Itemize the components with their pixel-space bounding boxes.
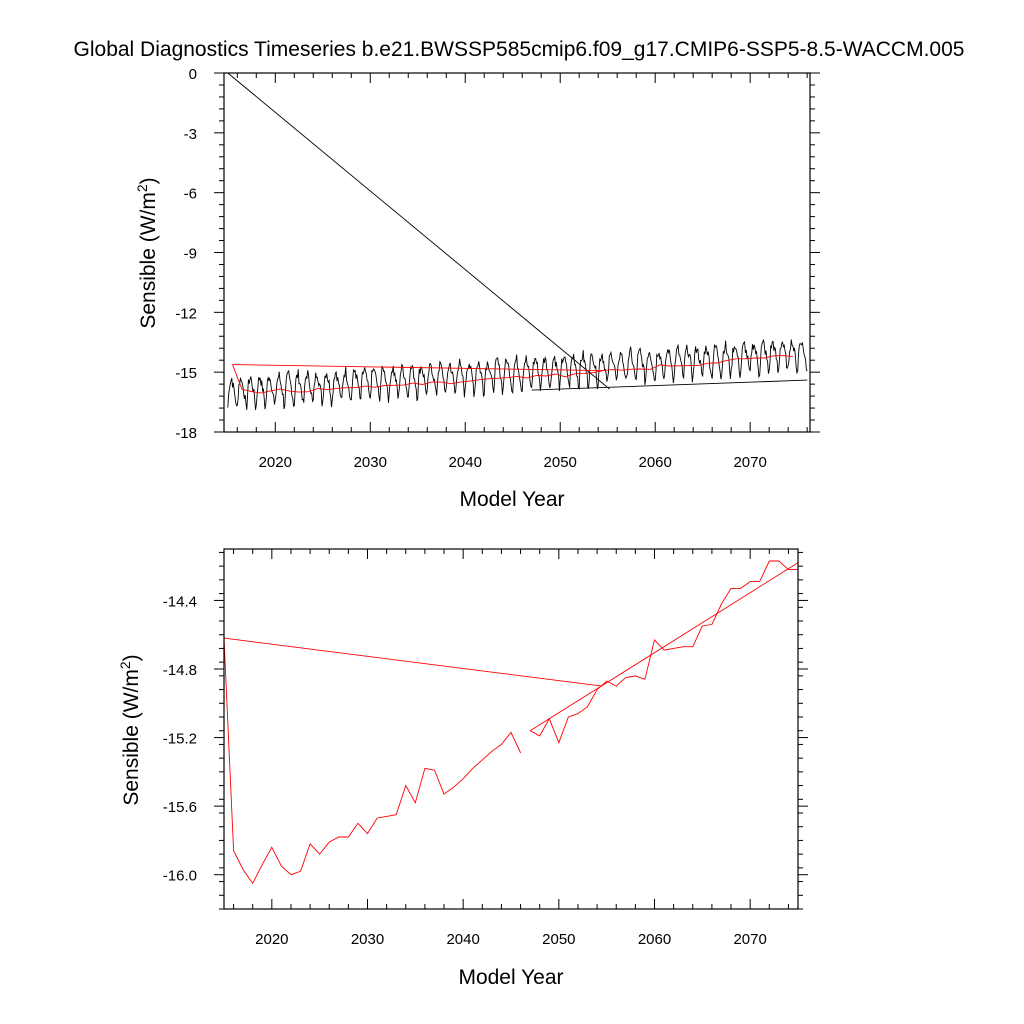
x-tick-label: 2060	[638, 931, 671, 948]
y-tick-label: -14.4	[163, 593, 197, 610]
series-annual-segment-A	[223, 638, 522, 885]
bottom-ticks	[214, 549, 808, 910]
x-tick-label: 2020	[255, 931, 288, 948]
x-tick-label: 2070	[733, 931, 766, 948]
y-tick-label: -3	[184, 126, 197, 143]
x-tick-label: 2030	[354, 454, 387, 471]
bottom-y-axis-title-superscript: 2	[117, 661, 133, 669]
x-tick-label: 2050	[544, 454, 577, 471]
top-series	[227, 72, 808, 410]
series-monthly	[227, 338, 808, 410]
series-annual-wrap-around	[223, 637, 602, 687]
y-tick-label: -16.0	[163, 868, 197, 885]
top-ticks	[214, 72, 820, 433]
bottom-y-axis-title-main: Sensible (W/m	[120, 669, 143, 806]
x-tick-label: 2040	[446, 931, 479, 948]
top-y-axis-title-close: )	[137, 177, 160, 184]
x-tick-label: 2040	[449, 454, 482, 471]
y-tick-label: -18	[175, 425, 197, 442]
top-y-axis-title-superscript: 2	[134, 184, 150, 192]
x-tick-label: 2030	[351, 931, 384, 948]
y-tick-label: -12	[175, 305, 197, 322]
series-linear-trend	[529, 562, 799, 732]
bottom-series	[223, 560, 799, 885]
y-tick-label: -14.8	[163, 662, 197, 679]
series-annual-wrap-around	[232, 364, 604, 372]
x-tick-label: 2070	[733, 454, 766, 471]
y-tick-label: -15.6	[163, 799, 197, 816]
x-tick-label: 2050	[542, 931, 575, 948]
top-tick-labels: 2020 2030 2040 2050 2060 2070 0 -3 -6 -9 -12 -15 -18	[175, 66, 767, 471]
series-monthly-wrap-around	[227, 72, 610, 390]
bottom-plot-frame	[223, 548, 799, 910]
bottom-x-axis-title: Model Year	[458, 966, 563, 989]
x-tick-label: 2060	[639, 454, 672, 471]
top-y-axis-title: Sensible (W/m2)	[134, 177, 160, 328]
bottom-tick-labels: 2020 2030 2040 2050 2060 2070 -14.4 -14.8 -15.2 -…	[163, 593, 767, 948]
y-tick-label: -6	[184, 186, 197, 203]
top-y-axis-title-main: Sensible (W/m	[137, 192, 160, 329]
top-plot-frame	[223, 72, 811, 433]
y-tick-label: -15.2	[163, 731, 197, 748]
y-tick-label: -15	[175, 365, 197, 382]
figure-title: Global Diagnostics Timeseries b.e21.BWSS…	[74, 38, 965, 61]
series-annual	[232, 355, 793, 394]
x-tick-label: 2020	[259, 454, 292, 471]
bottom-y-axis-title: Sensible (W/m2)	[117, 654, 143, 805]
series-annual-segment-B	[529, 560, 798, 744]
panel-top: 2020 2030 2040 2050 2060 2070 0 -3 -6 -9 -12 -15 -18…	[134, 66, 820, 511]
top-x-axis-title: Model Year	[459, 488, 564, 511]
y-tick-label: -9	[184, 246, 197, 263]
y-tick-label: 0	[189, 66, 197, 83]
bottom-y-axis-title-close: )	[120, 654, 143, 661]
series-monthly-trend-segment	[531, 379, 808, 391]
panel-bottom: 2020 2030 2040 2050 2060 2070 -14.4 -14.8 -15.2 -…	[117, 548, 808, 989]
